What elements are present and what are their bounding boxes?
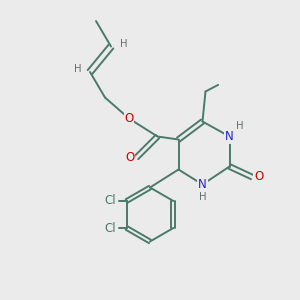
Text: O: O <box>125 151 134 164</box>
Text: Cl: Cl <box>104 194 116 208</box>
Text: O: O <box>254 170 263 184</box>
Text: N: N <box>225 130 234 143</box>
Text: O: O <box>124 112 134 125</box>
Text: H: H <box>74 64 81 74</box>
Text: Cl: Cl <box>104 221 116 235</box>
Text: H: H <box>236 121 244 131</box>
Text: H: H <box>199 192 206 202</box>
Text: N: N <box>198 178 207 191</box>
Text: H: H <box>120 38 127 49</box>
